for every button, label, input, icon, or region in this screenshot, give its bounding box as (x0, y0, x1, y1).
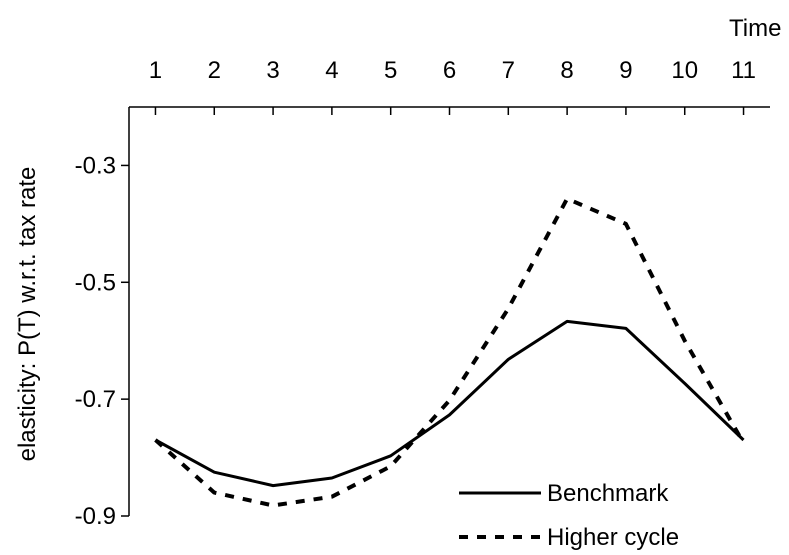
y-axis-title: elasticity: P(T) w.r.t. tax rate (14, 167, 41, 462)
legend-label-benchmark: Benchmark (547, 480, 669, 507)
series-line-benchmark (154, 319, 745, 488)
plot-frame (128, 106, 770, 516)
x-tick-label: 3 (266, 57, 279, 84)
x-tick-label: 11 (731, 57, 756, 84)
x-tick-label: 4 (325, 57, 338, 84)
x-tick-label: 1 (149, 57, 162, 84)
x-axis: 1 2 3 4 5 6 7 8 9 10 11 (149, 57, 756, 115)
y-tick-label: -0.9 (75, 503, 116, 530)
series-layer (154, 196, 746, 508)
x-tick-label: 5 (384, 57, 397, 84)
y-axis: -0.9 -0.7 -0.5 -0.3 (75, 152, 129, 530)
x-tick-label: 8 (560, 57, 573, 84)
legend: Benchmark Higher cycle (459, 480, 679, 551)
y-tick-label: -0.3 (75, 152, 116, 179)
x-tick-label: 7 (502, 57, 515, 84)
x-tick-label: 10 (671, 57, 698, 84)
x-tick-label: 9 (619, 57, 632, 84)
series-line-higher-cycle (154, 196, 746, 508)
x-axis-title: Time (729, 15, 781, 42)
x-tick-label: 6 (443, 57, 456, 84)
x-tick-label: 2 (208, 57, 221, 84)
legend-label-higher-cycle: Higher cycle (547, 524, 679, 551)
y-tick-label: -0.5 (75, 269, 116, 296)
y-tick-label: -0.7 (75, 386, 116, 413)
